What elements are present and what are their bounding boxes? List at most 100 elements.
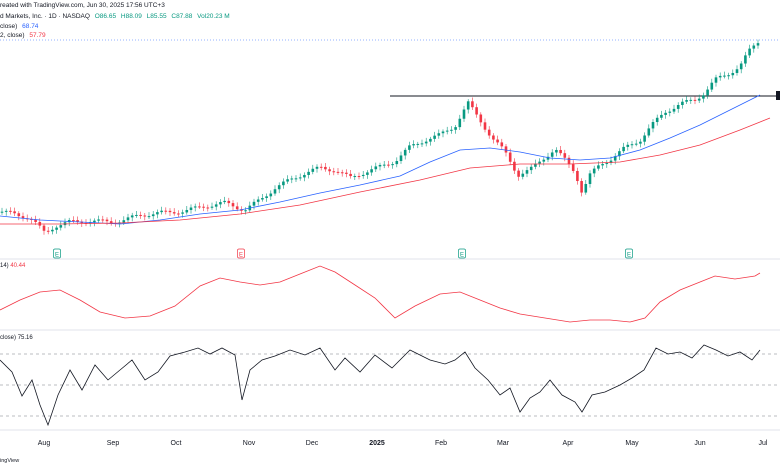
candle-body — [555, 149, 558, 153]
candle-body — [307, 171, 310, 175]
candle-body — [0, 211, 4, 213]
candle-body — [639, 141, 642, 144]
candle-body — [286, 179, 289, 182]
earnings-marker[interactable] — [53, 248, 61, 259]
earnings-marker[interactable] — [237, 248, 245, 259]
candle-body — [189, 207, 193, 210]
candle-body — [332, 171, 336, 173]
symbol-ohlc-line[interactable]: d Markets, Inc. · 1D · NASDAQ O86.65 H88… — [0, 13, 233, 21]
candle-body — [416, 143, 420, 145]
indicator-label: 14) — [0, 263, 9, 269]
candle-body — [605, 163, 609, 165]
candle-body — [156, 212, 159, 215]
candle-body — [445, 130, 449, 132]
candle-body — [46, 230, 50, 232]
xaxis-label-aug: Aug — [37, 440, 51, 447]
earnings-marker-label: E — [627, 252, 631, 258]
price-scale-marker[interactable] — [776, 91, 780, 100]
candle-body — [395, 161, 399, 165]
candle-body — [185, 209, 189, 213]
candle-body — [172, 212, 176, 214]
candle-body — [454, 127, 457, 130]
candle-body — [109, 221, 113, 223]
candle-body — [559, 149, 562, 154]
candle-body — [660, 114, 663, 118]
candle-body — [626, 144, 630, 147]
high-value: H88.09 — [120, 13, 142, 20]
candle-body — [651, 122, 655, 129]
candle-body — [634, 143, 638, 145]
candle-body — [601, 164, 604, 166]
candle-body — [4, 210, 8, 212]
candle-body — [496, 139, 499, 143]
candle-body — [336, 171, 340, 173]
candle-body — [219, 202, 222, 205]
candle-body — [685, 100, 688, 102]
candle-body — [378, 164, 382, 167]
indicator-pane-legend[interactable]: 14) 40.44 — [0, 262, 25, 270]
candle-body — [353, 176, 357, 178]
candle-body — [391, 164, 394, 166]
close-value: C87.88 — [171, 13, 193, 20]
candle-body — [282, 181, 285, 186]
candle-body — [223, 200, 226, 203]
candle-body — [508, 152, 512, 162]
candle-body — [718, 75, 722, 78]
indicator-value: 40.44 — [10, 263, 26, 269]
xaxis-label-sep: Sep — [106, 440, 120, 447]
candle-body — [529, 166, 533, 171]
candle-body — [466, 101, 470, 110]
candlestick-series[interactable] — [0, 39, 760, 235]
candle-body — [597, 165, 600, 169]
ma1-legend[interactable]: close) 68.74 — [0, 23, 41, 31]
rsi-line — [0, 344, 761, 427]
candle-body — [101, 219, 105, 221]
candle-body — [571, 164, 575, 171]
candle-body — [676, 105, 680, 109]
candle-body — [647, 128, 651, 136]
rsi-pane-legend[interactable]: close) 75.16 — [0, 334, 33, 342]
candle-body — [542, 159, 546, 162]
candle-body — [290, 178, 294, 180]
ma2-legend[interactable]: 2, close) 57.79 — [0, 32, 49, 40]
candle-body — [324, 166, 327, 170]
candle-body — [752, 45, 756, 49]
candle-body — [420, 143, 424, 145]
candle-body — [403, 149, 407, 156]
candle-body — [424, 141, 428, 144]
xaxis-label-may: May — [625, 440, 639, 447]
candle-body — [655, 117, 659, 123]
candle-body — [693, 99, 697, 101]
ma2-value: 57.79 — [29, 32, 46, 39]
candle-body — [613, 156, 617, 161]
candle-body — [55, 227, 58, 230]
candle-body — [252, 201, 256, 206]
earnings-marker[interactable] — [458, 248, 466, 259]
candle-body — [206, 207, 210, 209]
xaxis-label-jun: Jun — [694, 440, 706, 447]
candle-body — [618, 151, 621, 157]
candle-body — [756, 43, 760, 46]
xaxis-label-jul: Jul — [758, 440, 768, 447]
candle-body — [319, 166, 323, 168]
candle-body — [513, 161, 516, 171]
ma1-value: 68.74 — [22, 23, 39, 30]
ma-long-line — [0, 117, 771, 225]
candle-body — [42, 225, 46, 231]
candle-body — [706, 89, 709, 96]
candle-body — [630, 144, 634, 146]
candle-body — [710, 82, 714, 90]
candle-body — [210, 206, 214, 208]
xaxis-label-oct: Oct — [170, 440, 182, 447]
earnings-marker[interactable] — [625, 248, 633, 259]
candle-body — [399, 155, 403, 162]
candle-body — [139, 214, 142, 216]
candle-body — [315, 166, 319, 169]
candle-body — [588, 173, 592, 184]
candle-body — [160, 210, 163, 213]
candle-body — [256, 199, 260, 202]
candle-body — [235, 206, 239, 210]
candle-body — [412, 144, 415, 146]
